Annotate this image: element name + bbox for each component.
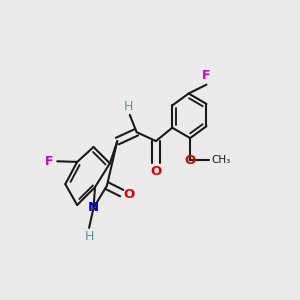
Text: H: H bbox=[124, 100, 133, 113]
Text: CH₃: CH₃ bbox=[212, 155, 231, 165]
Text: H: H bbox=[84, 230, 94, 243]
Text: O: O bbox=[184, 154, 196, 167]
Text: N: N bbox=[88, 201, 99, 214]
Text: O: O bbox=[150, 165, 162, 178]
Text: F: F bbox=[45, 155, 53, 168]
Text: O: O bbox=[124, 188, 135, 201]
Text: F: F bbox=[202, 69, 211, 82]
